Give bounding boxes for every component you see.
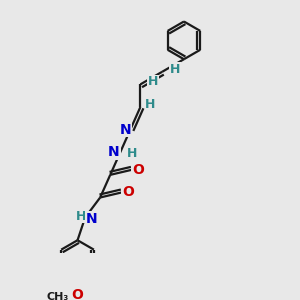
- Text: N: N: [108, 145, 120, 159]
- Text: N: N: [119, 123, 131, 136]
- Text: O: O: [72, 288, 83, 300]
- Text: H: H: [145, 98, 156, 111]
- Text: O: O: [132, 163, 144, 177]
- Text: H: H: [76, 210, 86, 223]
- Text: CH₃: CH₃: [46, 292, 69, 300]
- Text: H: H: [148, 75, 158, 88]
- Text: N: N: [85, 212, 97, 226]
- Text: H: H: [169, 63, 180, 76]
- Text: O: O: [122, 185, 134, 200]
- Text: H: H: [126, 147, 137, 160]
